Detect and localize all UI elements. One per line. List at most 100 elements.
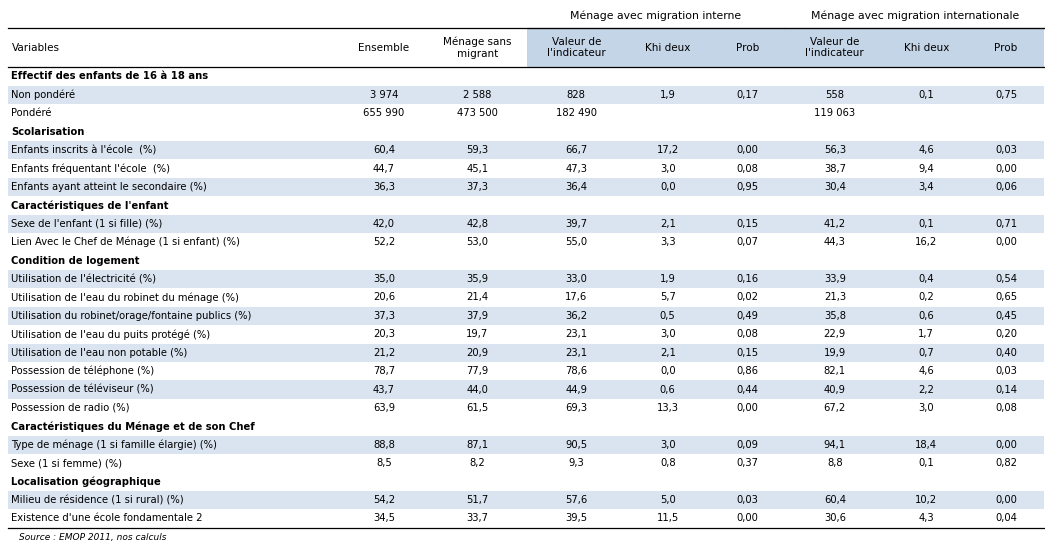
Text: 655 990: 655 990 — [364, 108, 404, 119]
Text: 60,4: 60,4 — [823, 495, 845, 505]
Text: 90,5: 90,5 — [565, 440, 587, 450]
Text: 33,0: 33,0 — [565, 274, 587, 284]
Text: 22,9: 22,9 — [823, 329, 846, 339]
Text: 0,00: 0,00 — [995, 237, 1017, 247]
Text: 0,71: 0,71 — [995, 219, 1017, 229]
Text: 0,45: 0,45 — [995, 311, 1017, 321]
Text: 77,9: 77,9 — [466, 366, 488, 376]
Bar — [8, 141, 1044, 159]
Text: 44,7: 44,7 — [373, 164, 395, 174]
Text: 0,06: 0,06 — [995, 182, 1017, 192]
Text: 55,0: 55,0 — [565, 237, 587, 247]
Text: 4,3: 4,3 — [919, 514, 934, 523]
Bar — [8, 454, 1044, 472]
Text: 87,1: 87,1 — [466, 440, 488, 450]
Text: 828: 828 — [566, 90, 585, 100]
Text: 10,2: 10,2 — [915, 495, 937, 505]
Text: 8,2: 8,2 — [469, 458, 485, 468]
Text: 37,3: 37,3 — [373, 311, 395, 321]
Text: 3,0: 3,0 — [659, 164, 675, 174]
Text: Utilisation de l'eau du robinet du ménage (%): Utilisation de l'eau du robinet du ménag… — [11, 292, 239, 302]
Text: 182 490: 182 490 — [556, 108, 597, 119]
Bar — [8, 196, 1044, 215]
Text: Sexe de l'enfant (1 si fille) (%): Sexe de l'enfant (1 si fille) (%) — [11, 219, 163, 229]
Text: 0,1: 0,1 — [919, 458, 934, 468]
Text: 3,0: 3,0 — [659, 440, 675, 450]
Text: 42,8: 42,8 — [466, 219, 488, 229]
Text: 82,1: 82,1 — [823, 366, 845, 376]
Text: Prob: Prob — [736, 42, 759, 53]
Text: 5,0: 5,0 — [659, 495, 675, 505]
Text: 51,7: 51,7 — [466, 495, 488, 505]
Text: 35,8: 35,8 — [823, 311, 845, 321]
Text: 34,5: 34,5 — [373, 514, 395, 523]
Text: 38,7: 38,7 — [823, 164, 845, 174]
Text: 33,7: 33,7 — [466, 514, 488, 523]
Text: 0,00: 0,00 — [737, 514, 759, 523]
Text: 0,0: 0,0 — [659, 182, 675, 192]
Text: Khi deux: Khi deux — [904, 42, 949, 53]
Text: 69,3: 69,3 — [565, 403, 587, 413]
Bar — [8, 159, 1044, 178]
Text: 0,20: 0,20 — [995, 329, 1017, 339]
Text: 59,3: 59,3 — [466, 145, 488, 155]
Bar — [8, 28, 527, 67]
Text: 0,03: 0,03 — [737, 495, 759, 505]
Text: 21,2: 21,2 — [373, 348, 395, 358]
Text: 0,00: 0,00 — [995, 495, 1017, 505]
Text: Variables: Variables — [11, 42, 60, 53]
Text: 44,0: 44,0 — [466, 385, 488, 394]
Text: Milieu de résidence (1 si rural) (%): Milieu de résidence (1 si rural) (%) — [11, 495, 184, 505]
Text: 0,4: 0,4 — [919, 274, 934, 284]
Text: 0,7: 0,7 — [919, 348, 934, 358]
Text: 2,2: 2,2 — [919, 385, 934, 394]
Text: 1,9: 1,9 — [659, 90, 676, 100]
Text: 0,00: 0,00 — [737, 403, 759, 413]
Text: 0,00: 0,00 — [995, 164, 1017, 174]
Text: 0,2: 0,2 — [919, 293, 934, 302]
Text: 78,7: 78,7 — [373, 366, 395, 376]
Text: 0,03: 0,03 — [995, 366, 1017, 376]
Text: Caractéristiques du Ménage et de son Chef: Caractéristiques du Ménage et de son Che… — [11, 421, 255, 431]
Text: 66,7: 66,7 — [565, 145, 587, 155]
Text: Possession de téléviseur (%): Possession de téléviseur (%) — [11, 385, 154, 394]
Bar — [8, 251, 1044, 270]
Text: 88,8: 88,8 — [373, 440, 395, 450]
Text: 2,1: 2,1 — [659, 348, 676, 358]
Text: 39,7: 39,7 — [565, 219, 587, 229]
Text: 52,2: 52,2 — [373, 237, 395, 247]
Text: Prob: Prob — [995, 42, 1018, 53]
Text: 0,6: 0,6 — [919, 311, 934, 321]
Text: 57,6: 57,6 — [565, 495, 587, 505]
Bar — [8, 491, 1044, 509]
Text: 0,02: 0,02 — [737, 293, 759, 302]
Text: 0,1: 0,1 — [919, 90, 934, 100]
Text: 0,1: 0,1 — [919, 219, 934, 229]
Bar — [8, 104, 1044, 122]
Text: 20,9: 20,9 — [466, 348, 488, 358]
Text: 0,14: 0,14 — [995, 385, 1017, 394]
Bar — [8, 215, 1044, 233]
Text: 0,0: 0,0 — [659, 366, 675, 376]
Bar — [8, 472, 1044, 491]
Text: 0,8: 0,8 — [659, 458, 675, 468]
Text: 19,9: 19,9 — [823, 348, 846, 358]
Text: 119 063: 119 063 — [814, 108, 856, 119]
Text: 0,17: 0,17 — [737, 90, 759, 100]
Text: 21,4: 21,4 — [466, 293, 488, 302]
Text: 40,9: 40,9 — [823, 385, 845, 394]
Text: 0,08: 0,08 — [995, 403, 1017, 413]
Text: 20,6: 20,6 — [373, 293, 395, 302]
Text: Sexe (1 si femme) (%): Sexe (1 si femme) (%) — [11, 458, 122, 468]
Text: 23,1: 23,1 — [565, 329, 587, 339]
Text: 0,00: 0,00 — [737, 145, 759, 155]
Text: 0,16: 0,16 — [737, 274, 759, 284]
Text: Source : EMOP 2011, nos calculs: Source : EMOP 2011, nos calculs — [19, 533, 166, 542]
Bar — [8, 178, 1044, 196]
Text: 4,6: 4,6 — [919, 366, 934, 376]
Text: Type de ménage (1 si famille élargie) (%): Type de ménage (1 si famille élargie) (%… — [11, 440, 217, 450]
Text: Localisation géographique: Localisation géographique — [11, 477, 161, 487]
Text: 17,6: 17,6 — [565, 293, 587, 302]
Text: 0,6: 0,6 — [659, 385, 675, 394]
Bar — [8, 343, 1044, 362]
